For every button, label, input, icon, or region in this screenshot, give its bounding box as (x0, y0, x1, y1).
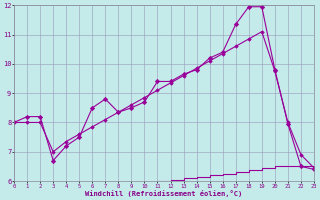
X-axis label: Windchill (Refroidissement éolien,°C): Windchill (Refroidissement éolien,°C) (85, 190, 243, 197)
